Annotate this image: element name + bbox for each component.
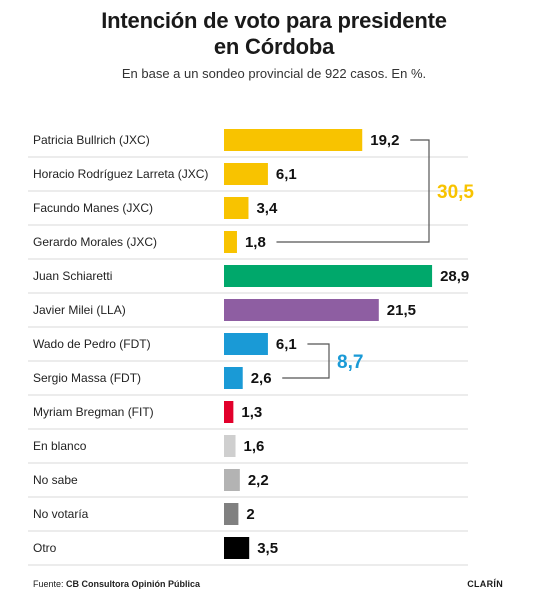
category-label: Juan Schiaretti xyxy=(33,269,112,283)
bar xyxy=(224,435,236,457)
category-label: Sergio Massa (FDT) xyxy=(33,371,141,385)
group-bracket xyxy=(282,343,330,379)
category-label: No sabe xyxy=(33,473,78,487)
bar xyxy=(224,129,363,151)
category-label: Otro xyxy=(33,541,57,555)
chart-title-line-2: en Córdoba xyxy=(213,34,335,59)
category-label: Myriam Bregman (FIT) xyxy=(33,405,154,419)
bar xyxy=(224,231,237,253)
value-label: 2,6 xyxy=(251,370,272,387)
value-label: 2 xyxy=(246,506,254,523)
value-label: 19,2 xyxy=(370,132,399,149)
bar xyxy=(224,503,239,525)
source-label: Fuente: xyxy=(33,579,64,589)
category-label: Gerardo Morales (JXC) xyxy=(33,235,157,249)
brand-logo: CLARÍN xyxy=(467,579,503,589)
category-label: No votaría xyxy=(33,507,89,521)
bar xyxy=(224,333,268,355)
value-label: 1,3 xyxy=(241,404,262,421)
bar xyxy=(224,469,240,491)
value-label: 3,4 xyxy=(256,200,278,217)
category-label: Wado de Pedro (FDT) xyxy=(33,337,151,351)
value-label: 21,5 xyxy=(387,302,416,319)
bar xyxy=(224,299,379,321)
category-label: Patricia Bullrich (JXC) xyxy=(33,133,150,147)
bar xyxy=(224,537,250,559)
bar xyxy=(224,367,243,389)
source-note: Fuente: CB Consultora Opinión Pública xyxy=(33,579,200,589)
group-total-label: 8,7 xyxy=(337,352,363,373)
category-label: Horacio Rodríguez Larreta (JXC) xyxy=(33,167,208,181)
category-label: En blanco xyxy=(33,439,87,453)
value-label: 1,8 xyxy=(245,234,266,251)
value-label: 3,5 xyxy=(257,540,278,557)
chart-title-line-1: Intención de voto para presidente xyxy=(101,8,447,33)
source-name: CB Consultora Opinión Pública xyxy=(66,579,201,589)
category-label: Facundo Manes (JXC) xyxy=(33,201,153,215)
bar xyxy=(224,401,234,423)
chart-title: Intención de voto para presidente en Cór… xyxy=(0,8,548,60)
group-total-label: 30,5 xyxy=(437,182,474,203)
category-label: Javier Milei (LLA) xyxy=(33,303,126,317)
bar xyxy=(224,265,433,287)
bar xyxy=(224,197,249,219)
value-label: 6,1 xyxy=(276,166,297,183)
chart-subtitle: En base a un sondeo provincial de 922 ca… xyxy=(121,66,427,81)
value-label: 1,6 xyxy=(244,438,265,455)
value-label: 2,2 xyxy=(248,472,269,489)
bar xyxy=(224,163,268,185)
value-label: 28,9 xyxy=(440,268,469,285)
value-label: 6,1 xyxy=(276,336,297,353)
group-bracket xyxy=(276,139,430,243)
